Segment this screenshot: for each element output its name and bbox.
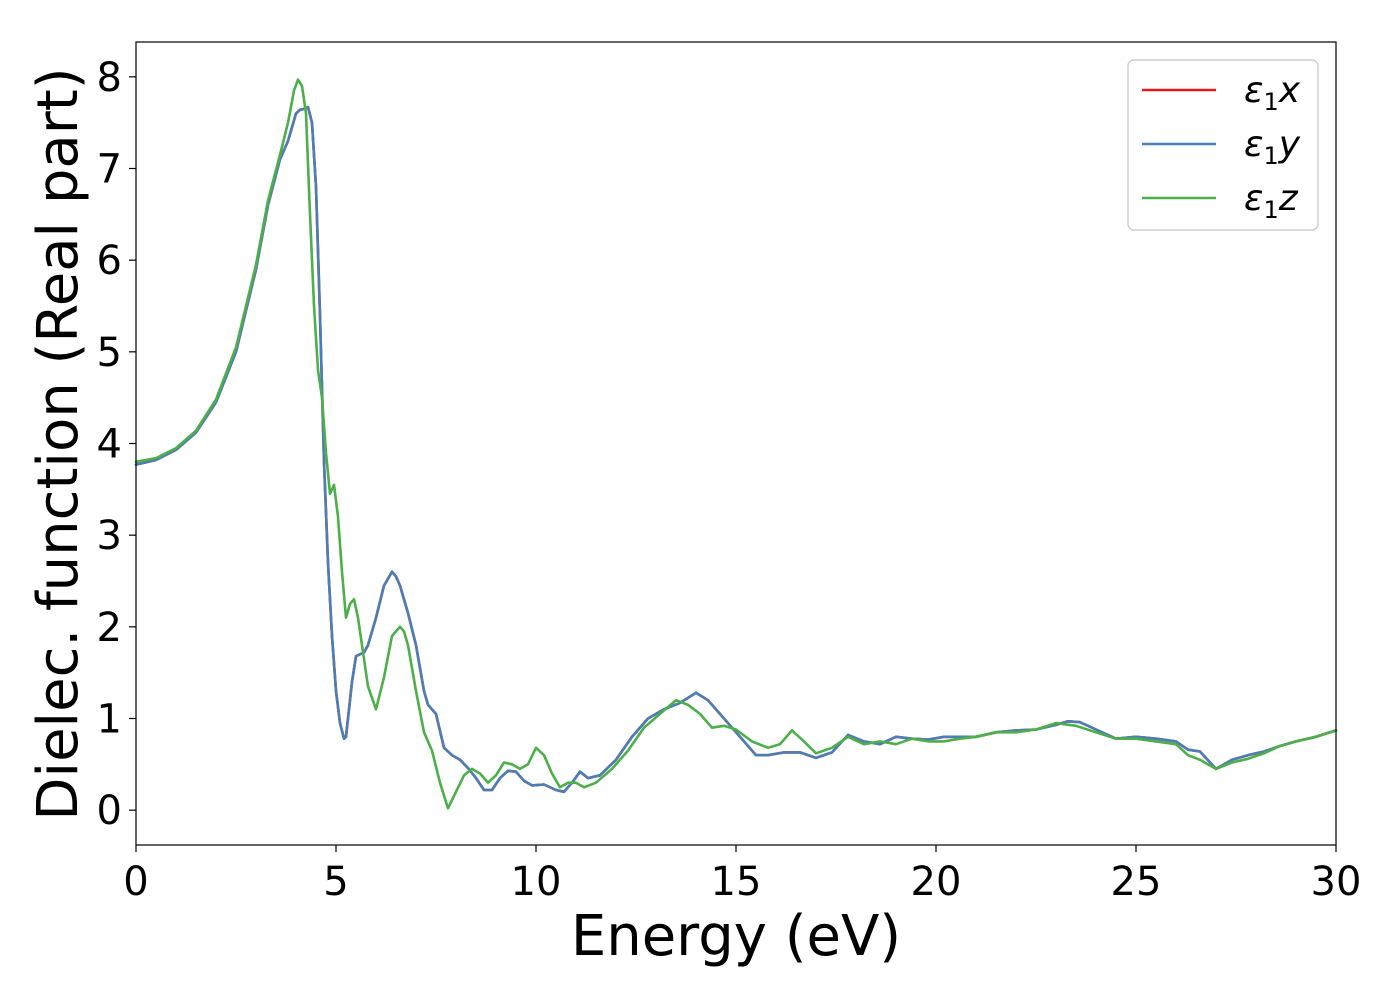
series-line-z [134,78,1338,810]
y-tick-label: 2 [97,605,122,651]
x-tick-label: 10 [511,859,562,905]
y-tick-label: 7 [97,147,122,193]
legend-label-x: ε1x [1244,70,1301,116]
x-axis: 0 5 10 15 20 25 30 [123,845,1361,905]
x-tick-label: 15 [711,859,762,905]
y-tick-label: 4 [97,422,122,468]
y-tick-label: 5 [97,330,122,376]
y-tick-label: 3 [97,513,122,559]
y-tick-label: 6 [97,238,122,284]
y-tick-label: 8 [97,55,122,101]
y-tick-label: 1 [97,697,122,743]
y-axis-label: Dielec. function (Real part) [26,67,91,820]
x-tick-label: 20 [911,859,962,905]
x-tick-label: 25 [1111,859,1162,905]
legend-label-y: ε1y [1244,124,1301,170]
legend-items: ε1x ε1y ε1z [1142,70,1301,224]
x-tick-label: 0 [123,859,148,905]
legend-label-z: ε1z [1244,178,1299,224]
y-axis: 0 1 2 3 4 5 6 7 8 [97,55,136,834]
x-tick-label: 30 [1311,859,1362,905]
legend-box [1127,59,1319,231]
series-layer [134,78,1338,810]
legend: ε1x ε1y ε1z [1127,59,1319,231]
y-tick-label: 0 [97,788,122,834]
x-tick-label: 5 [323,859,348,905]
x-axis-label: Energy (eV) [571,904,901,969]
